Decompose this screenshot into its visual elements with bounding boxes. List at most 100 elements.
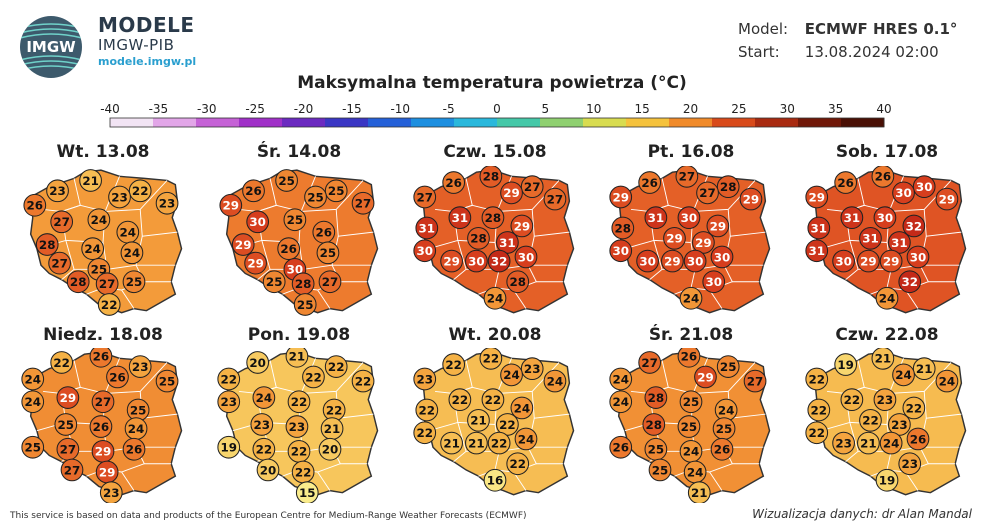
scale-tick-label: -5 [443, 102, 455, 116]
temperature-value: 22 [256, 443, 273, 457]
brand-url[interactable]: modele.imgw.pl [98, 55, 197, 68]
temperature-marker: 31 [448, 206, 472, 230]
temperature-marker: 29 [706, 214, 730, 238]
temperature-marker-circle [465, 431, 488, 455]
temperature-value: 21 [860, 436, 877, 450]
temperature-marker: 27 [743, 369, 767, 393]
temperature-marker: 22 [448, 388, 472, 412]
temperature-marker: 22 [807, 398, 831, 422]
temperature-marker: 26 [677, 348, 701, 368]
temperature-marker: 31 [415, 216, 439, 240]
temperature-marker-circle [832, 431, 855, 455]
temperature-marker-circle [500, 363, 523, 387]
temperature-value: 15 [299, 486, 316, 500]
scale-tick-label: -25 [245, 102, 265, 116]
temperature-marker-circle [79, 169, 102, 192]
scale-segment [153, 118, 197, 127]
temperature-marker: 30 [683, 249, 707, 273]
temperature-marker-circle [250, 413, 274, 436]
temperature-value: 26 [837, 176, 854, 190]
temperature-marker-circle [440, 249, 463, 273]
temperature-marker: 26 [442, 171, 466, 194]
temperature-marker-circle [879, 431, 903, 455]
temperature-value: 22 [808, 372, 825, 386]
temperature-marker-circle [256, 458, 280, 482]
temperature-marker: 25 [677, 415, 701, 438]
temperature-marker-circle [122, 270, 146, 294]
temperature-marker-circle [413, 421, 437, 445]
temperature-value: 26 [714, 443, 731, 457]
temperature-marker: 30 [710, 245, 734, 269]
poland-map: 26 22 23 24 26 25 24 29 27 25 25 26 24 25 27 29 26 27 29 23 [21, 348, 183, 503]
temperature-value: 24 [503, 368, 520, 382]
scale-tick-label: -20 [294, 102, 314, 116]
temperature-marker-circle [857, 431, 880, 455]
temperature-marker: 19 [875, 468, 899, 492]
temperature-marker-circle [50, 210, 74, 234]
temperature-marker-circle [663, 226, 686, 250]
temperature-marker: 30 [636, 249, 659, 273]
temperature-marker-circle [413, 185, 437, 209]
temperature-value: 22 [305, 370, 322, 384]
temperature-value: 24 [91, 213, 108, 227]
temperature-value: 24 [612, 395, 629, 409]
temperature-value: 25 [266, 275, 283, 289]
temperature-marker: 16 [483, 468, 507, 492]
temperature-marker-circle [859, 408, 882, 432]
temperature-marker: 31 [644, 206, 668, 230]
temperature-value: 28 [720, 180, 737, 194]
temperature-value: 28 [70, 275, 87, 289]
temperature-marker-circle [500, 181, 523, 205]
temperature-value: 29 [697, 370, 714, 384]
temperature-marker-circle [285, 348, 309, 368]
temperature-marker-circle [892, 363, 915, 387]
temperature-marker-circle [324, 355, 348, 378]
temperature-value: 29 [60, 391, 77, 405]
temperature-marker: 21 [285, 348, 309, 368]
temperature-marker: 28 [479, 166, 503, 188]
model-label: Model: [738, 20, 789, 38]
temperature-marker: 30 [892, 181, 915, 205]
temperature-marker-circle [873, 388, 897, 412]
temperature-value: 31 [419, 221, 436, 235]
temperature-value: 22 [445, 358, 462, 372]
temperature-marker-circle [702, 270, 726, 294]
temperature-marker: 24 [500, 363, 523, 387]
temperature-value: 23 [103, 486, 120, 500]
temperature-marker: 26 [906, 427, 930, 451]
temperature-value: 25 [648, 443, 665, 457]
temperature-marker-circle [857, 249, 880, 273]
temperature-marker: 23 [873, 388, 897, 412]
temperature-marker: 29 [500, 181, 523, 205]
temperature-marker: 22 [442, 353, 466, 376]
temperature-marker-circle [155, 369, 179, 393]
brand-block: MODELE IMGW-PIB modele.imgw.pl [98, 14, 196, 70]
temperature-marker-circle [638, 351, 662, 374]
temperature-marker: 29 [609, 185, 633, 209]
temperature-marker: 21 [912, 357, 936, 381]
temperature-marker-circle [413, 367, 437, 391]
temperature-marker: 29 [510, 214, 534, 238]
temperature-marker: 29 [661, 249, 684, 273]
temperature-value: 27 [53, 215, 70, 229]
temperature-value: 31 [862, 232, 879, 246]
temperature-value: 29 [235, 238, 252, 252]
temperature-value: 23 [289, 420, 306, 434]
temperature-marker-circle [217, 390, 241, 414]
region-border [513, 471, 527, 491]
temperature-marker-circle [89, 415, 113, 438]
temperature-marker: 27 [351, 191, 375, 215]
day-label: Śr. 21.08 [648, 325, 734, 345]
temperature-value: 27 [416, 190, 433, 204]
temperature-value: 29 [860, 254, 877, 268]
temperature-marker-circle [318, 437, 342, 461]
temperature-marker-circle [687, 481, 711, 503]
temperature-marker: 28 [66, 270, 90, 294]
temperature-marker-circle [679, 390, 703, 414]
temperature-marker-circle [91, 390, 115, 414]
temperature-marker-circle [21, 390, 45, 414]
temperature-marker: 25 [122, 270, 146, 294]
temperature-marker-circle [217, 435, 241, 459]
temperature-marker-circle [66, 270, 90, 294]
